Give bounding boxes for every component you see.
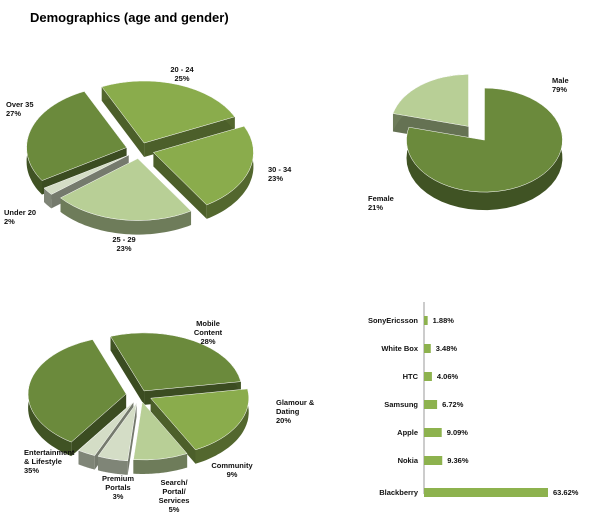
pie-slice-glamour-dating bbox=[150, 388, 250, 464]
pie-label-search-portal-services: Search/Portal/Services 5% bbox=[159, 478, 190, 514]
bar-value-samsung: 6.72% bbox=[442, 400, 464, 409]
bar-category-sonyericsson: SonyEricsson bbox=[368, 316, 418, 325]
pie-label-entertainment-lifestyle: Entertainment & Lifestyle 35% bbox=[24, 448, 75, 475]
pie-slice-mobile-content bbox=[110, 332, 242, 405]
bar-category-apple: Apple bbox=[397, 428, 418, 437]
pie-label-glamour-dating: Glamour & Dating 20% bbox=[276, 398, 315, 425]
bar-category-white-box: White Box bbox=[381, 344, 418, 353]
bar-apple bbox=[424, 428, 442, 437]
bar-category-blackberry: Blackberry bbox=[379, 488, 419, 497]
pie-label-30-34: 30 - 34 23% bbox=[268, 165, 292, 183]
bar-value-nokia: 9.36% bbox=[447, 456, 469, 465]
bar-value-white-box: 3.48% bbox=[436, 344, 458, 353]
pie-label-male: Male 79% bbox=[552, 76, 569, 94]
pie-slice-search-portal-services bbox=[97, 402, 137, 475]
bar-blackberry bbox=[424, 488, 548, 497]
bar-value-htc: 4.06% bbox=[437, 372, 459, 381]
bar-value-sonyericsson: 1.88% bbox=[433, 316, 455, 325]
pie-label-mobile-content: Mobile Content 28% bbox=[194, 319, 223, 346]
pie-label-female: Female 21% bbox=[368, 194, 394, 212]
pie-slice-entertainment-lifestyle bbox=[27, 339, 127, 457]
bar-nokia bbox=[424, 456, 443, 465]
pie-slice-under-20 bbox=[43, 154, 129, 209]
pie-slice-over-35 bbox=[26, 91, 127, 195]
bar-category-nokia: Nokia bbox=[398, 456, 419, 465]
pie-slice-community bbox=[133, 401, 188, 474]
device-bar-chart: SonyEricsson 1.88% White Box 3.48% HTC 4.06% S… bbox=[368, 302, 579, 497]
pie-label-20-24: 20 - 24 25% bbox=[170, 65, 194, 83]
bar-white-box bbox=[424, 344, 431, 353]
bar-category-samsung: Samsung bbox=[384, 400, 418, 409]
category-pie: Mobile Content 28% Glamour & Dating 20% Commun… bbox=[24, 319, 315, 514]
page-title: Demographics (age and gender) bbox=[30, 10, 229, 25]
pie-slice-25-29 bbox=[60, 158, 192, 235]
age-pie: 20 - 24 25% 30 - 34 23% 25 - 29 23% Under 20 2%… bbox=[4, 65, 292, 253]
pie-label-under-20: Under 20 2% bbox=[4, 208, 36, 226]
bar-sonyericsson bbox=[424, 316, 428, 325]
pie-slice-30-34 bbox=[152, 125, 254, 219]
bar-samsung bbox=[424, 400, 438, 409]
bar-htc bbox=[424, 372, 432, 381]
gender-pie: Male 79% Female 21% bbox=[368, 74, 569, 212]
bar-value-apple: 9.09% bbox=[447, 428, 469, 437]
pie-label-25-29: 25 - 29 23% bbox=[112, 235, 135, 253]
pie-slice-20-24 bbox=[101, 80, 236, 158]
pie-slice-male bbox=[406, 87, 563, 211]
bar-value-blackberry: 63.62% bbox=[553, 488, 579, 497]
pie-label-community: Community 9% bbox=[211, 461, 253, 479]
pie-label-premium-portals: Premium Portals 3% bbox=[102, 474, 134, 501]
bar-category-htc: HTC bbox=[403, 372, 419, 381]
pie-label-over-35: Over 35 27% bbox=[6, 100, 34, 118]
